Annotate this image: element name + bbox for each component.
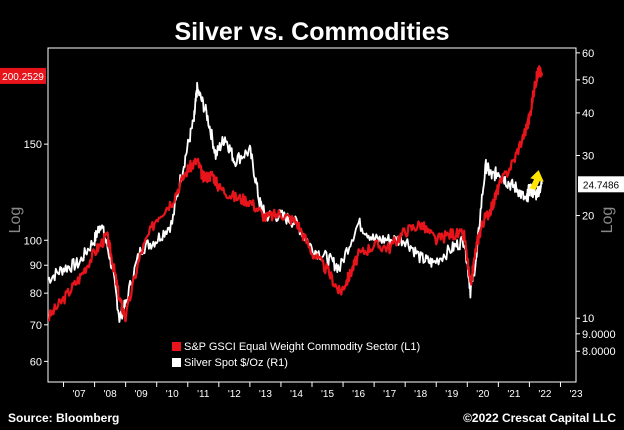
right-tick-label: 60: [582, 48, 594, 60]
x-tick-label: '20: [476, 389, 489, 400]
left-tick-label: 150: [24, 139, 42, 151]
right-tick-label: 9.0000: [582, 329, 616, 341]
x-tick-label: '22: [538, 389, 551, 400]
x-tick-label: '21: [507, 389, 520, 400]
right-tick-label: 30: [582, 151, 594, 163]
x-tick-label: '11: [197, 389, 210, 400]
x-tick-label: '17: [383, 389, 396, 400]
legend-label-commodity: S&P GSCI Equal Weight Commodity Sector (…: [184, 341, 420, 353]
copyright-note: ©2022 Crescat Capital LLC: [463, 411, 616, 425]
x-tick-label: '14: [290, 389, 303, 400]
series-line-commodity: [47, 65, 543, 323]
tick-group: '07 '08 '09 '10 '11 '12 '13 '14 '15 '16 '17 '18 '19 '…: [24, 48, 616, 400]
left-axis-label: Log: [7, 207, 24, 234]
legend-label-silver: Silver Spot $/Oz (R1): [184, 357, 288, 369]
right-tick-label: 20: [582, 211, 594, 223]
right-tick-label: 40: [582, 108, 594, 120]
x-tick-label: '18: [414, 389, 427, 400]
x-tick-label: '19: [445, 389, 458, 400]
x-tick-label: '09: [135, 389, 148, 400]
plot-frame: [47, 47, 577, 383]
x-tick-label: '12: [228, 389, 241, 400]
right-tick-label: 8.0000: [582, 346, 616, 358]
left-tick-label: 80: [30, 288, 42, 300]
x-tick-label: '10: [166, 389, 179, 400]
right-last-value-tag: [578, 176, 624, 193]
right-last-value-text: 24.7486: [583, 180, 620, 191]
chart-title: Silver vs. Commodities: [174, 18, 449, 46]
right-tick-label: 50: [582, 75, 594, 87]
x-tick-label: '15: [321, 389, 334, 400]
last-value-tags: 200.2529 24.7486: [0, 67, 624, 193]
x-tick-label: '13: [259, 389, 272, 400]
left-tick-label: 90: [30, 260, 42, 272]
series-line-silver: [47, 81, 543, 323]
x-tick-label: '16: [352, 389, 365, 400]
up-arrow-icon: [529, 170, 544, 190]
right-tick-label: 10: [582, 313, 594, 325]
left-tick-label: 100: [24, 235, 42, 247]
legend-swatch-white: [172, 358, 181, 367]
right-axis-label: Log: [599, 207, 616, 234]
legend-box: [168, 337, 448, 373]
legend: S&P GSCI Equal Weight Commodity Sector (…: [168, 337, 448, 373]
left-last-value-text: 200.2529: [2, 72, 44, 83]
legend-swatch-red: [172, 342, 181, 351]
x-tick-label: '23: [569, 389, 582, 400]
x-tick-label: '08: [104, 389, 117, 400]
left-tick-label: 70: [30, 320, 42, 332]
left-tick-label: 60: [30, 356, 42, 368]
source-note: Source: Bloomberg: [8, 411, 119, 425]
series-group: [47, 65, 543, 323]
x-tick-label: '07: [73, 389, 86, 400]
left-last-value-tag: [0, 67, 46, 84]
